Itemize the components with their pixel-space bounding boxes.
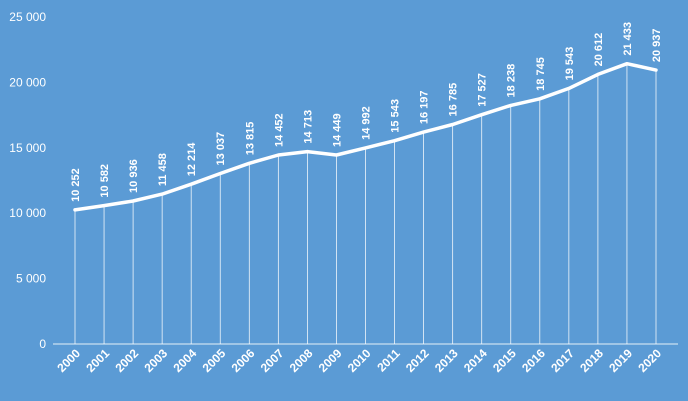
data-label: 14 452	[273, 113, 285, 147]
x-axis: 2000 2001 2002 2003 2004 2005 2006 2007 2008 2009…	[54, 346, 664, 375]
y-tick-label: 20 000	[9, 75, 46, 89]
data-label: 10 582	[99, 164, 111, 198]
data-label: 16 785	[448, 83, 460, 117]
drop-lines	[74, 63, 657, 344]
data-label: 13 815	[244, 122, 256, 156]
data-label: 15 543	[390, 99, 402, 133]
data-label: 14 713	[302, 110, 314, 144]
y-tick-label: 0	[39, 337, 46, 351]
data-label: 12 214	[186, 142, 198, 177]
x-tick-label: 2017	[548, 346, 577, 375]
x-tick-label: 2009	[316, 346, 345, 375]
x-tick-label: 2015	[490, 346, 519, 375]
series-line	[73, 61, 658, 212]
x-tick-label: 2003	[141, 346, 170, 375]
series-line-group	[73, 61, 658, 212]
x-tick-label: 2002	[112, 346, 141, 375]
y-tick-label: 5 000	[16, 272, 46, 286]
x-tick-label: 2012	[403, 346, 432, 375]
x-tick-label: 2006	[229, 346, 258, 375]
x-tick-label: 2016	[519, 346, 548, 375]
data-label: 17 527	[477, 73, 489, 107]
x-tick-label: 2007	[258, 346, 287, 375]
x-tick-label: 2004	[171, 346, 200, 375]
data-label: 10 252	[70, 168, 82, 202]
x-tick-label: 2011	[374, 346, 403, 375]
data-label: 14 449	[331, 113, 343, 147]
x-tick-label: 2005	[200, 346, 229, 375]
data-label: 19 543	[564, 47, 576, 81]
x-tick-label: 2020	[635, 346, 664, 375]
x-tick-label: 2010	[345, 346, 374, 375]
data-labels: 10 252 10 582 10 936 11 458 12 214 13 037 13 8…	[70, 22, 663, 202]
data-label: 18 745	[535, 57, 547, 91]
x-tick-label: 2000	[54, 346, 83, 375]
y-tick-label: 10 000	[9, 206, 46, 220]
x-tick-label: 2019	[606, 346, 635, 375]
y-tick-label: 15 000	[9, 141, 46, 155]
data-label: 21 433	[622, 22, 634, 56]
data-label: 14 992	[361, 106, 373, 140]
x-tick-label: 2008	[287, 346, 316, 375]
x-tick-label: 2013	[432, 346, 461, 375]
y-axis: 0 5 000 10 000 15 000 20 000 25 000	[9, 10, 46, 351]
x-tick-label: 2001	[83, 346, 112, 375]
data-label: 20 612	[593, 33, 605, 67]
data-label: 11 458	[157, 153, 169, 186]
data-label: 13 037	[215, 132, 227, 166]
data-label: 16 197	[419, 90, 431, 124]
y-tick-label: 25 000	[9, 10, 46, 24]
data-label: 10 936	[128, 159, 140, 193]
x-tick-label: 2014	[461, 346, 490, 375]
data-label: 18 238	[506, 64, 518, 98]
x-tick-label: 2018	[577, 346, 606, 375]
data-label: 20 937	[651, 28, 663, 62]
